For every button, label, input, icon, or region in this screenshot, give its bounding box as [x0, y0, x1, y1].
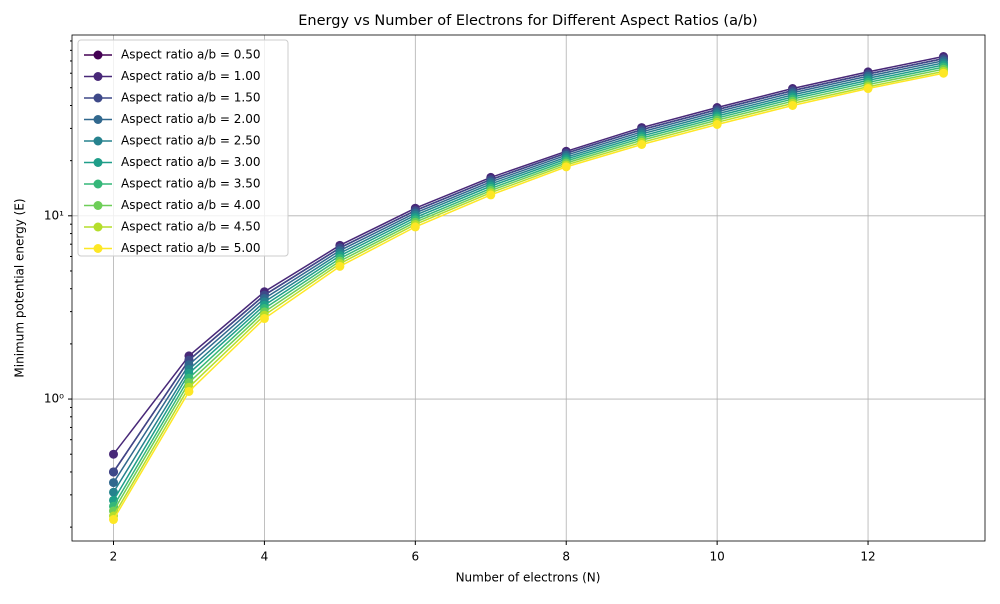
legend-label: Aspect ratio a/b = 2.50 — [121, 134, 260, 148]
marker — [939, 68, 948, 78]
marker — [259, 314, 269, 324]
series-line — [112, 72, 944, 520]
legend-label: Aspect ratio a/b = 1.50 — [121, 91, 260, 105]
y-tick-label: 10¹ — [44, 208, 64, 222]
legend-box — [77, 39, 289, 257]
y-axis-label: Minimum potential energy (E) — [13, 198, 27, 377]
marker — [184, 386, 194, 396]
legend-marker — [93, 201, 103, 210]
legend-label: Aspect ratio a/b = 3.50 — [121, 177, 260, 191]
series-line — [112, 66, 944, 507]
marker — [335, 261, 345, 271]
marker — [109, 449, 118, 459]
legend-marker — [93, 244, 103, 253]
series-line — [112, 57, 944, 473]
series-line — [112, 55, 944, 455]
x-tick-label: 8 — [562, 550, 570, 564]
marker — [637, 140, 647, 150]
legend-marker — [93, 222, 103, 232]
series-line — [112, 68, 944, 512]
x-axis-label: Number of electrons (N) — [456, 571, 601, 585]
chart-title: Energy vs Number of Electrons for Differ… — [298, 13, 757, 29]
legend-marker — [93, 115, 103, 124]
legend-label: Aspect ratio a/b = 2.00 — [121, 112, 260, 126]
marker — [486, 190, 496, 200]
legend-label: Aspect ratio a/b = 0.50 — [121, 48, 260, 62]
legend-marker — [93, 93, 103, 103]
legend-label: Aspect ratio a/b = 4.50 — [121, 220, 260, 234]
legend-label: Aspect ratio a/b = 4.00 — [121, 198, 260, 212]
legend-label: Aspect ratio a/b = 5.00 — [121, 241, 260, 255]
plot-frame — [71, 34, 986, 542]
legend-marker — [93, 158, 103, 167]
x-tick-label: 10 — [709, 550, 724, 564]
marker — [410, 222, 420, 232]
marker — [109, 515, 118, 525]
legend-label: Aspect ratio a/b = 3.00 — [121, 155, 260, 169]
series-line — [112, 70, 944, 517]
marker — [712, 120, 722, 130]
marker — [109, 467, 118, 477]
marker — [109, 478, 118, 488]
series-line — [112, 64, 944, 501]
marker — [863, 84, 873, 94]
series-line — [112, 62, 944, 493]
x-tick-label: 6 — [411, 550, 419, 564]
x-tick-label: 12 — [860, 550, 875, 564]
legend-marker — [93, 50, 103, 60]
legend-marker — [93, 136, 103, 146]
marker — [109, 487, 118, 497]
y-tick-label: 10⁰ — [44, 392, 64, 406]
legend-marker — [93, 179, 103, 189]
x-tick-label: 2 — [110, 550, 118, 564]
x-tick-label: 4 — [261, 550, 269, 564]
series-line — [112, 60, 944, 483]
legend-marker — [93, 72, 103, 81]
marker — [561, 162, 571, 172]
legend-label: Aspect ratio a/b = 1.00 — [121, 69, 260, 83]
legend: Aspect ratio a/b = 0.50 Aspect ratio a/b … — [77, 39, 289, 257]
marker — [788, 100, 798, 110]
